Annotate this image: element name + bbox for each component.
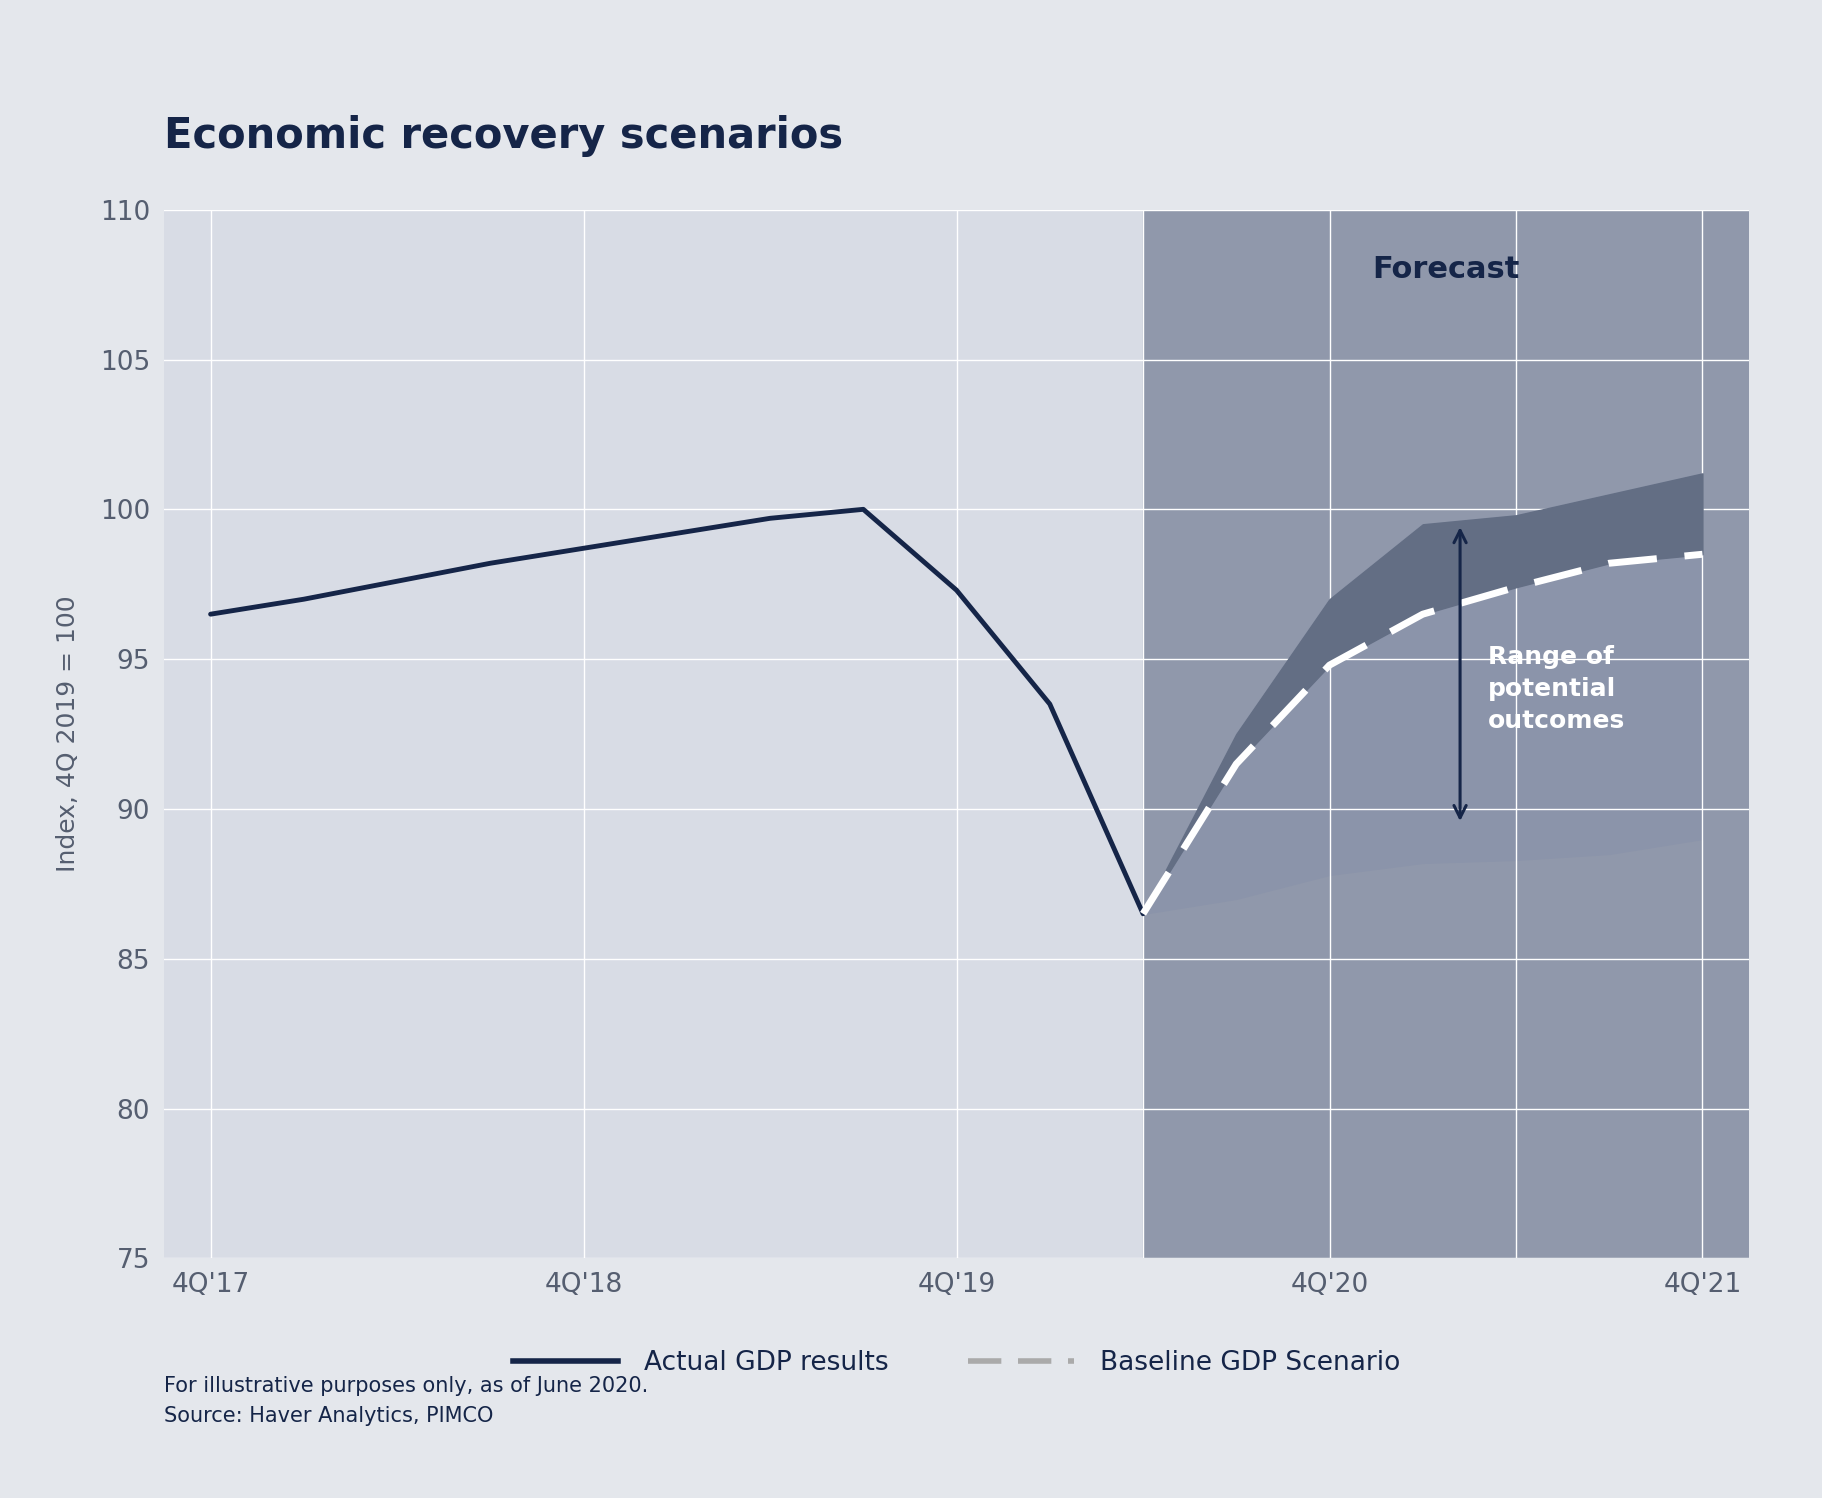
Text: Range of
potential
outcomes: Range of potential outcomes (1489, 646, 1625, 733)
Y-axis label: Index, 4Q 2019 = 100: Index, 4Q 2019 = 100 (56, 596, 80, 872)
Legend: Actual GDP results, Baseline GDP Scenario: Actual GDP results, Baseline GDP Scenari… (503, 1339, 1410, 1387)
Text: Source: Haver Analytics, PIMCO: Source: Haver Analytics, PIMCO (164, 1407, 494, 1426)
Text: For illustrative purposes only, as of June 2020.: For illustrative purposes only, as of Ju… (164, 1377, 649, 1396)
Text: Economic recovery scenarios: Economic recovery scenarios (164, 115, 844, 157)
Bar (1142, 210, 1749, 1258)
Text: Forecast: Forecast (1372, 255, 1520, 283)
